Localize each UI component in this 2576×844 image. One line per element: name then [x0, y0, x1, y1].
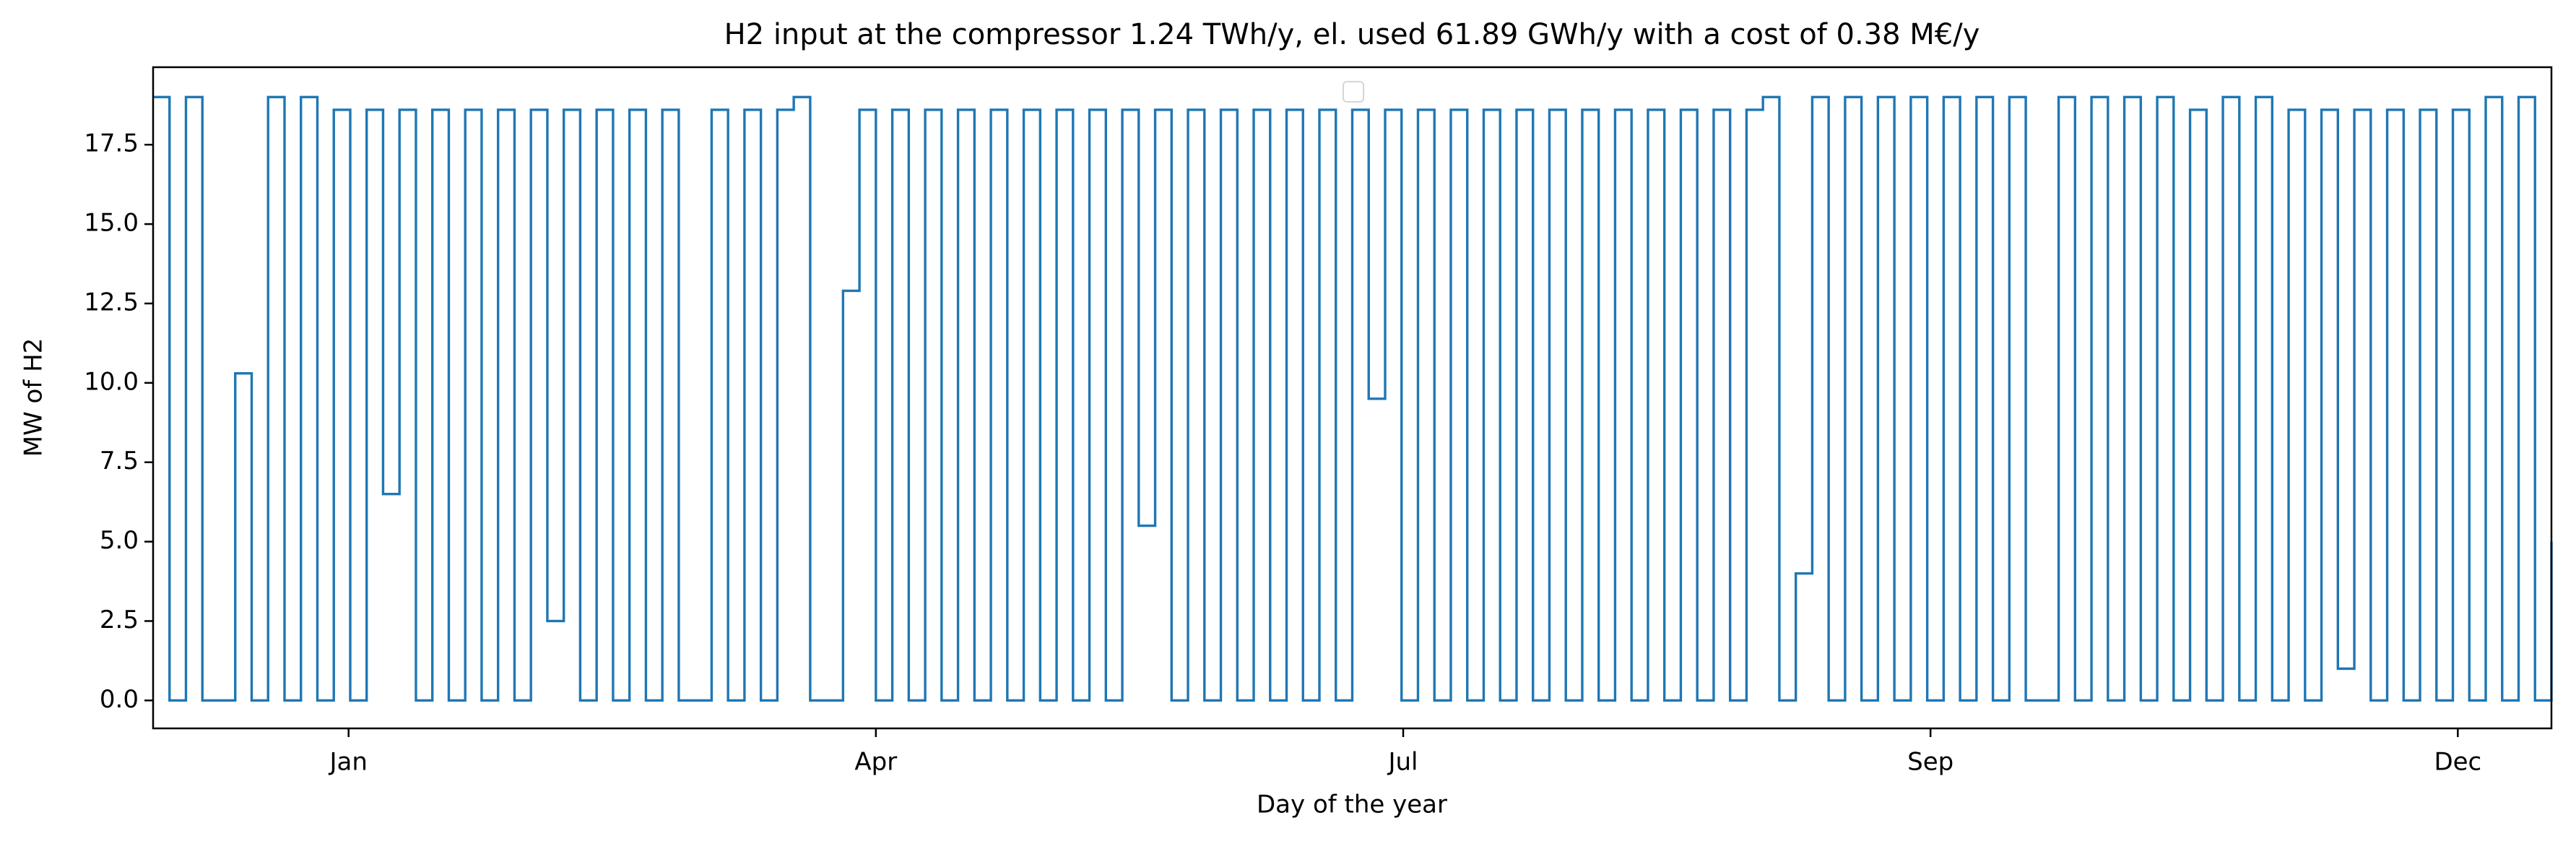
y-tick-label: 10.0: [84, 367, 139, 396]
x-tick-label: Sep: [1907, 748, 1953, 777]
x-tick-label: Dec: [2434, 748, 2481, 777]
x-axis-label: Day of the year: [1257, 791, 1447, 819]
legend: [1343, 81, 1364, 103]
axes-frame: [152, 66, 2553, 730]
data-line: [153, 95, 2553, 702]
y-tick-label: 12.5: [84, 288, 139, 316]
y-tick-label: 2.5: [100, 606, 139, 634]
x-tick-label: Jul: [1387, 748, 1418, 777]
y-tick-label: 0.0: [100, 685, 139, 714]
y-axis-label: MW of H2: [19, 338, 48, 457]
y-tick-label: 7.5: [100, 447, 139, 475]
y-tick-label: 17.5: [84, 129, 139, 158]
y-tick-label: 15.0: [84, 209, 139, 238]
x-tick-label: Apr: [854, 748, 897, 777]
chart-title: H2 input at the compressor 1.24 TWh/y, e…: [724, 18, 1980, 51]
plot-area: [153, 95, 2553, 702]
x-tick-label: Jan: [328, 748, 367, 777]
y-tick-label: 5.0: [100, 526, 139, 555]
